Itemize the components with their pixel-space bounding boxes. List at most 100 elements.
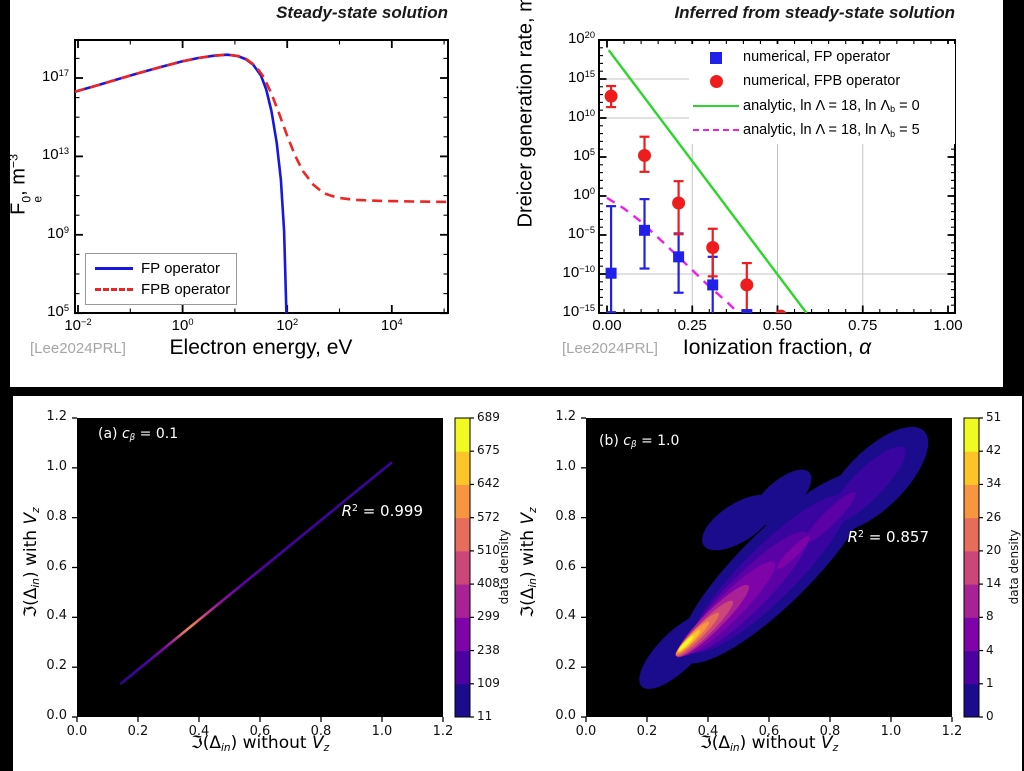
y-tick-label: 1015 — [567, 68, 595, 86]
colorbar-outline — [963, 417, 980, 718]
y-tick-label: 1.2 — [555, 409, 576, 424]
colorbar-tick-label: 109 — [477, 675, 500, 690]
y-tick-label: 1020 — [567, 29, 595, 47]
colorbar-tick-label: 42 — [986, 443, 1002, 458]
fp-data-point — [639, 224, 651, 236]
x-tick-label: 1.0 — [880, 724, 902, 739]
legend-label: FPB operator — [141, 280, 231, 298]
chart-density-a: (a) cβ = 0.1 R2 = 0.999 ℑ(Δin) without V… — [13, 396, 511, 771]
colorbar-tick-label: 299 — [477, 609, 500, 624]
y-tick-label: 0.2 — [46, 658, 67, 674]
colorbar-tick-label: 8 — [986, 609, 994, 624]
x-tick-label: 0.00 — [592, 317, 622, 334]
colorbar-tick-label: 238 — [477, 642, 500, 657]
y-tick-label: 1010 — [567, 107, 595, 125]
colorbar-tick-label: 642 — [477, 476, 500, 491]
x-tick-label: 0.6 — [758, 724, 780, 739]
colorbar-tick-label: 1 — [986, 675, 994, 690]
fpb-data-point — [706, 240, 720, 254]
legend-item: analytic, ln Λ = 18, ln Λb = 5 — [689, 119, 955, 142]
legend-item: analytic, ln Λ = 18, ln Λb = 0 — [689, 95, 955, 118]
density-contour — [804, 492, 856, 544]
colorbar-band — [964, 650, 979, 685]
y-tick-label: 105 — [47, 303, 69, 321]
x-tick-label: 0.2 — [127, 724, 149, 739]
x-tick-label: 1.00 — [933, 317, 963, 334]
legend-marker-dashline — [689, 129, 743, 132]
y-tick-label: 1.0 — [46, 458, 67, 474]
colorbar-band — [455, 550, 470, 585]
r-squared-annotation: R2 = 0.857 — [847, 528, 929, 546]
colorbar-band — [455, 418, 470, 452]
legend-item: numerical, FPB operator — [689, 70, 955, 93]
x-axis-label: Electron energy, eV — [169, 336, 353, 359]
y-tick-label: 105 — [573, 146, 595, 164]
colorbar-tick-label: 20 — [986, 542, 1002, 557]
y-tick-label: 100 — [573, 185, 595, 203]
x-tick-label: 1.2 — [941, 724, 963, 739]
steady-state-plot-canvas — [74, 39, 449, 315]
fp-data-point — [707, 279, 719, 291]
y-axis-label: ℑ(Δin) with Vz — [518, 507, 540, 618]
density-contour — [678, 636, 694, 651]
y-tick-label: 0.2 — [555, 658, 576, 674]
colorbar-band — [455, 683, 470, 718]
colorbar-band — [455, 584, 470, 618]
colorbar-outline — [454, 417, 471, 718]
legend-marker-circle — [689, 75, 743, 89]
y-tick-label: 0.0 — [46, 708, 67, 723]
density-a-plot-canvas — [72, 417, 474, 722]
legend-label: FP operator — [141, 259, 220, 277]
y-tick-label: 10−10 — [562, 263, 595, 281]
x-tick-label: 0.2 — [636, 724, 658, 739]
colorbar-band — [455, 517, 470, 552]
x-tick-label: 0.6 — [249, 724, 271, 739]
citation: [Lee2024PRL] — [30, 340, 126, 357]
legend-item: FP operator — [95, 260, 227, 277]
x-tick-label: 0.8 — [310, 724, 332, 739]
r-squared-annotation: R2 = 0.999 — [341, 502, 423, 520]
fp-data-point — [673, 251, 685, 263]
legend-item: FPB operator — [95, 280, 231, 298]
dashed-line-sample — [95, 288, 133, 291]
x-tick-label: 102 — [276, 316, 299, 334]
chart-steady-state: Steady-state solution Electron energy, e… — [7, 0, 506, 387]
x-tick-label: 0.0 — [66, 724, 88, 739]
y-tick-label: 10−15 — [562, 302, 595, 320]
y-tick-label: 1013 — [41, 146, 69, 164]
legend-marker-line — [689, 105, 743, 108]
y-tick-label: 0.8 — [46, 508, 67, 524]
density-contour — [776, 536, 810, 569]
y-tick-label: 1.2 — [46, 409, 67, 424]
legend-label: numerical, FPB operator — [743, 73, 901, 90]
y-tick-label: 1017 — [41, 67, 69, 85]
x-tick-label: 1.2 — [432, 724, 454, 739]
legend-label: numerical, FP operator — [743, 49, 891, 66]
colorbar-tick-label: 14 — [986, 576, 1002, 591]
fpb-data-point — [638, 148, 652, 162]
y-tick-label: 10−5 — [567, 224, 595, 242]
legend-item: numerical, FP operator — [689, 46, 955, 69]
x-tick-label: 1.0 — [371, 724, 393, 739]
colorbar-tick-label: 572 — [477, 509, 500, 524]
colorbar-band — [964, 517, 979, 552]
colorbar-tick-label: 510 — [477, 542, 500, 557]
density-line — [119, 461, 393, 685]
top-figure-panel: Steady-state solution Electron energy, e… — [7, 0, 1003, 387]
colorbar-label: data density — [1007, 529, 1022, 605]
colorbar-tick-label: 408 — [477, 576, 500, 591]
colorbar-band — [964, 683, 979, 718]
y-axis-label: Dreicer generation rate, m−3s−1 — [514, 0, 537, 228]
fp-data-point — [741, 309, 753, 313]
legend-label: analytic, ln Λ = 18, ln Λb = 5 — [743, 122, 920, 139]
colorbar-tick-label: 34 — [986, 476, 1002, 491]
colorbar-band — [964, 550, 979, 585]
colorbar-band — [455, 484, 470, 519]
colorbar-band — [964, 584, 979, 618]
fp-data-point — [605, 267, 617, 279]
x-axis-label: Ionization fraction, α — [682, 336, 872, 359]
colorbar-tick-label: 11 — [477, 709, 493, 723]
legend-label: analytic, ln Λ = 18, ln Λb = 0 — [743, 97, 920, 115]
colorbar-band — [964, 484, 979, 519]
x-tick-label: 0.0 — [575, 724, 597, 739]
